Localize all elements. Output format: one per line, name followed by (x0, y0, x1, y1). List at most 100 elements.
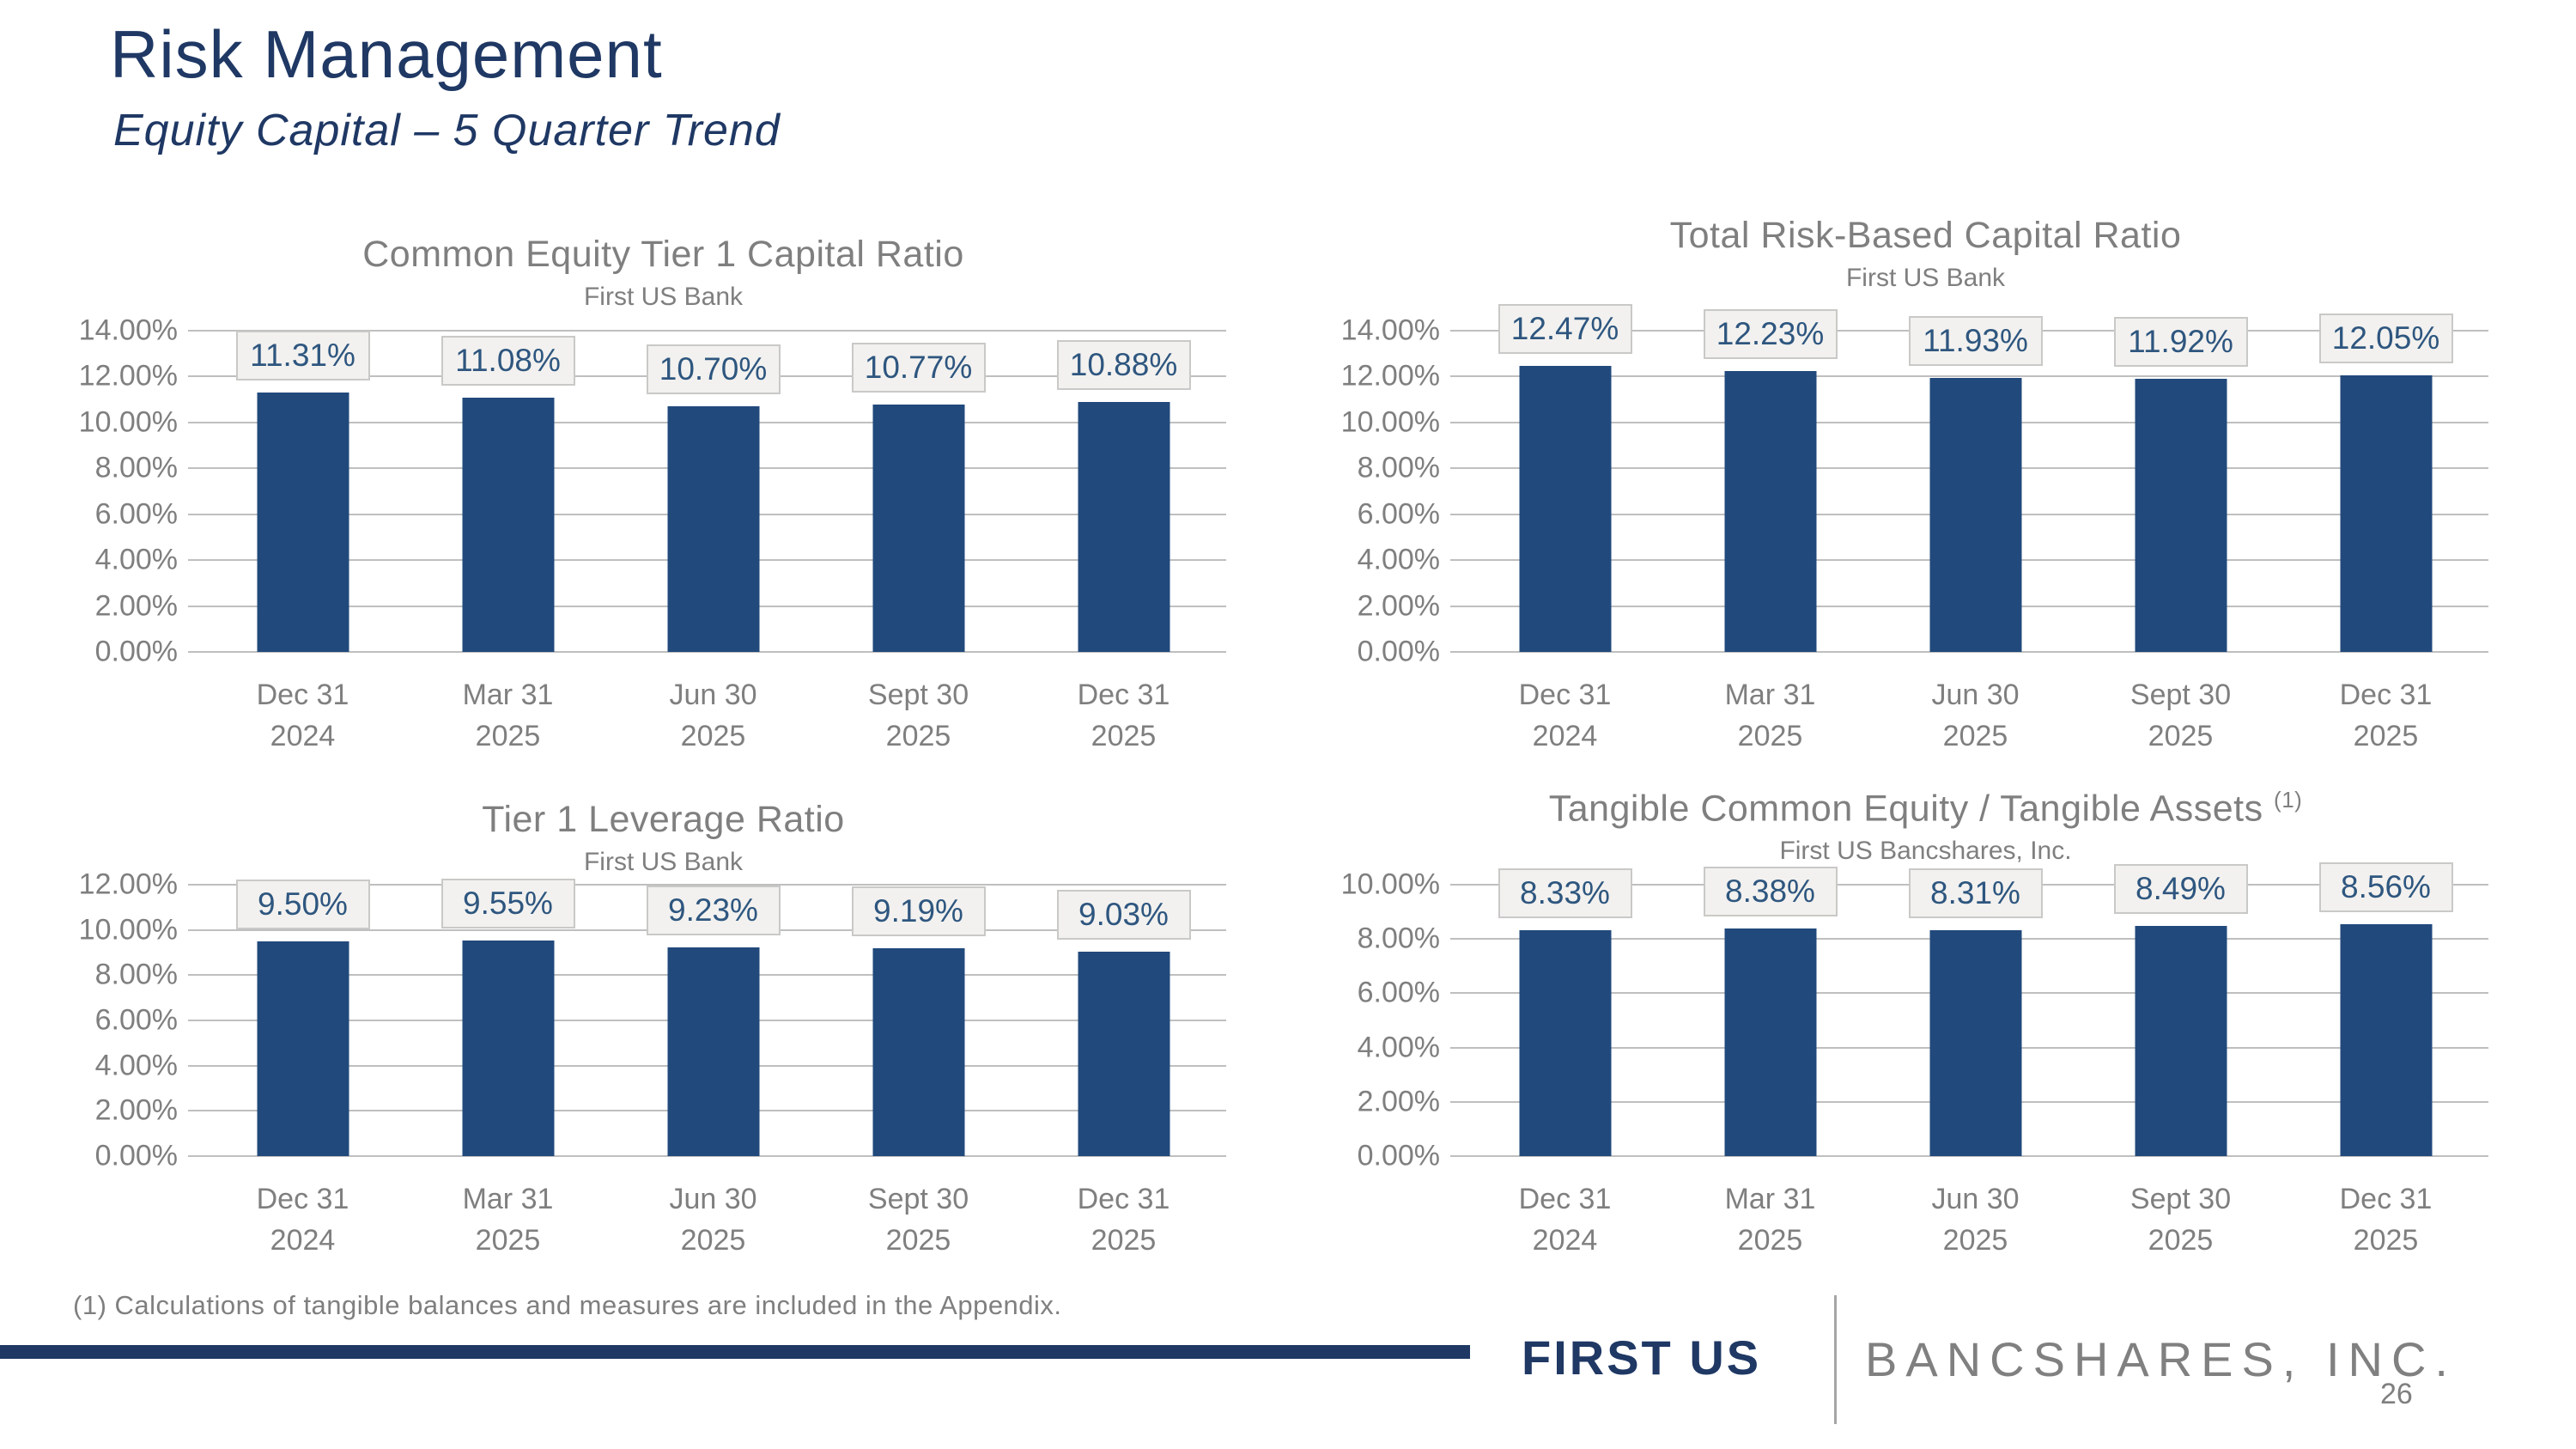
x-tick-label: Jun 30 2025 (1873, 674, 2078, 757)
x-tick-line: Mar 31 (1724, 679, 1816, 711)
bar-series: 12.47% 12.23% 11.93% 11.92% 12.05% (1462, 303, 2488, 652)
x-tick-label: Dec 31 2024 (1462, 674, 1668, 757)
x-tick-line: Dec 31 (1077, 1183, 1170, 1215)
x-tick-line: Sept 30 (867, 1183, 969, 1215)
y-tick-label: 4.00% (94, 1049, 178, 1082)
gridline (188, 651, 1226, 653)
x-tick-line: 2025 (885, 1224, 951, 1257)
chart-subtitle: First US Bank (1845, 264, 2006, 292)
page-number: 26 (2380, 1378, 2413, 1410)
bar (1078, 952, 1170, 1156)
x-tick-line: 2025 (1737, 1224, 1803, 1257)
y-tick-label: 6.00% (94, 497, 178, 531)
value-label: 9.19% (851, 886, 986, 936)
bar-series: 9.50% 9.55% 9.23% 9.19% 9.03% (200, 878, 1226, 1156)
value-label: 8.31% (1908, 868, 2043, 919)
value-label: 11.31% (235, 330, 370, 381)
x-tick-line: 2024 (270, 1224, 336, 1257)
chart-common-equity-tier1: Common Equity Tier 1 Capital Ratio First… (73, 215, 1254, 757)
y-tick-label: 8.00% (94, 451, 178, 484)
bar-slot: 12.47% (1462, 303, 1668, 652)
chart-header: Common Equity Tier 1 Capital Ratio First… (73, 215, 1254, 331)
y-tick-label: 2.00% (94, 589, 178, 623)
x-tick-line: Mar 31 (462, 679, 554, 711)
bar (257, 941, 349, 1156)
x-tick-line: Sept 30 (2129, 679, 2232, 711)
x-tick-line: 2024 (1532, 720, 1598, 752)
y-tick-label: 14.00% (1340, 314, 1440, 347)
x-tick-line: Mar 31 (1724, 1183, 1816, 1215)
x-axis: Dec 31 2024 Mar 31 2025 Jun 30 2025 Sept 30 202… (1462, 1178, 2488, 1261)
gridline (1450, 375, 2488, 378)
x-tick-line: Dec 31 (1518, 1183, 1612, 1215)
chart-title-text: Tangible Common Equity / Tangible Assets (1548, 788, 2263, 830)
y-tick-label: 2.00% (94, 1093, 178, 1127)
gridline (1450, 1155, 2488, 1157)
chart-tier1-leverage: Tier 1 Leverage Ratio First US Bank 0.00… (73, 787, 1254, 1261)
value-label: 9.50% (235, 879, 370, 929)
chart-title-text: Common Equity Tier 1 Capital Ratio (362, 234, 964, 275)
bar (2340, 923, 2432, 1156)
value-label: 8.49% (2113, 863, 2248, 914)
bar (1929, 930, 2021, 1156)
bar-series: 11.31% 11.08% 10.70% 10.77% 10.88% (200, 330, 1226, 652)
y-tick-label: 12.00% (1340, 359, 1440, 393)
bar (872, 948, 964, 1156)
bar-slot: 10.70% (611, 331, 816, 652)
bar-slot: 11.31% (200, 330, 405, 652)
y-tick-label: 2.00% (1357, 589, 1440, 623)
y-tick-label: 10.00% (78, 913, 178, 947)
y-tick-label: 10.00% (1340, 405, 1440, 439)
logo-first-us: FIRST US (1522, 1330, 1762, 1385)
bar (1519, 929, 1611, 1156)
footnote: (1) Calculations of tangible balances an… (73, 1290, 1062, 1320)
bar (2135, 925, 2227, 1156)
chart-header: Tangible Common Equity / Tangible Assets… (1335, 787, 2516, 885)
value-label: 9.03% (1056, 890, 1191, 941)
chart-tangible-common-equity: Tangible Common Equity / Tangible Assets… (1335, 787, 2516, 1261)
value-label: 9.55% (440, 878, 575, 928)
value-label: 10.88% (1056, 340, 1191, 391)
x-tick-line: 2025 (2148, 720, 2214, 752)
value-label: 9.23% (646, 885, 781, 935)
chart-title-text: Tier 1 Leverage Ratio (482, 799, 845, 840)
gridline (1450, 651, 2488, 653)
plot-area: 0.00% 2.00% 4.00% 6.00% 8.00% 10.00% 12.00% 14.… (79, 314, 1226, 668)
x-tick-line: Dec 31 (1518, 679, 1612, 711)
chart-title-text: Total Risk-Based Capital Ratio (1669, 215, 2182, 256)
y-tick-label: 0.00% (1357, 1139, 1440, 1172)
x-tick-line: 2025 (475, 1224, 541, 1257)
bar-slot: 12.23% (1668, 309, 1873, 652)
value-label: 12.05% (2318, 314, 2453, 364)
value-label: 8.33% (1498, 868, 1632, 918)
x-tick-line: 2025 (2148, 1224, 2214, 1257)
bar-slot: 9.03% (1021, 885, 1226, 1156)
x-tick-label: Jun 30 2025 (611, 1178, 816, 1261)
bar (462, 940, 554, 1156)
bar (872, 405, 964, 652)
x-tick-label: Dec 31 2025 (2283, 1178, 2488, 1261)
x-tick-line: Dec 31 (256, 1183, 349, 1215)
bar (1929, 378, 2021, 652)
x-tick-label: Dec 31 2024 (1462, 1178, 1668, 1261)
x-tick-line: Dec 31 (256, 679, 349, 711)
gridline (188, 330, 1226, 332)
x-tick-line: 2025 (1091, 1224, 1157, 1257)
bar-series: 8.33% 8.38% 8.31% 8.49% 8.56% (1462, 861, 2488, 1156)
x-tick-label: Sept 30 2025 (816, 674, 1021, 757)
x-tick-label: Sept 30 2025 (816, 1178, 1021, 1261)
footer-divider-bar (0, 1345, 1470, 1359)
bar (257, 392, 349, 652)
value-label: 12.23% (1703, 309, 1838, 360)
x-tick-label: Mar 31 2025 (1668, 1178, 1873, 1261)
plot-area: 0.00% 2.00% 4.00% 6.00% 8.00% 10.00% 12.00% 9.5… (79, 868, 1226, 1172)
bar-slot: 11.93% (1873, 316, 2078, 652)
value-label: 11.93% (1908, 316, 2043, 367)
gridline (188, 1155, 1226, 1157)
y-tick-label: 4.00% (94, 543, 178, 576)
x-tick-label: Dec 31 2024 (200, 674, 405, 757)
chart-title: Common Equity Tier 1 Capital Ratio (73, 215, 1254, 276)
value-label: 8.56% (2318, 861, 2453, 912)
bar-slot: 9.55% (405, 878, 611, 1156)
bar-slot: 10.88% (1021, 331, 1226, 652)
